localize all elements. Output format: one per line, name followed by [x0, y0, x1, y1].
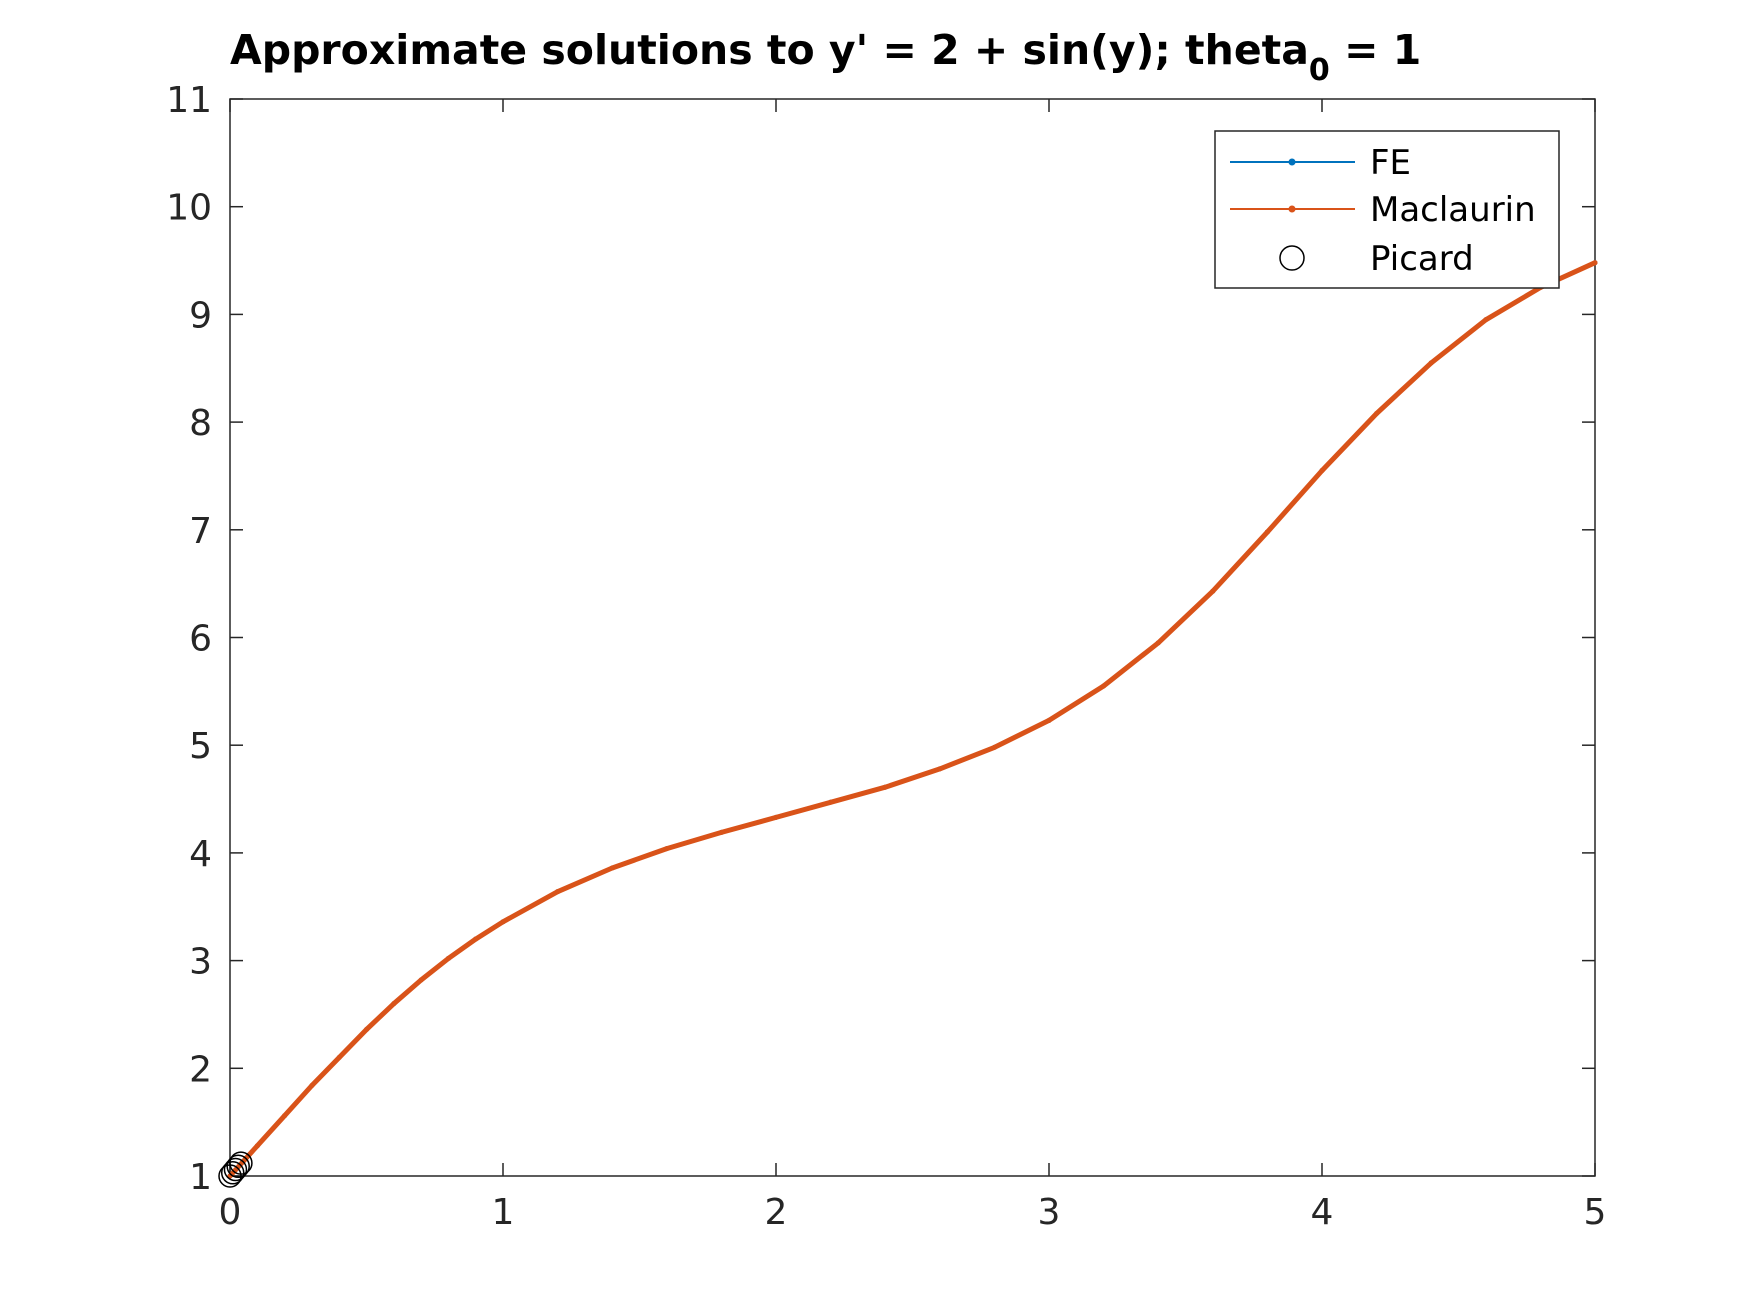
legend-marker-fe [1288, 158, 1296, 166]
picard-point-2 [223, 1157, 248, 1182]
x-tick-label-4: 4 [1311, 1192, 1334, 1233]
legend-entry-maclaurin: Maclaurin [1230, 190, 1536, 230]
point-maclaurin-26 [1374, 410, 1380, 416]
legend-label-picard: Picard [1370, 239, 1474, 279]
x-tick-label-2: 2 [765, 1192, 788, 1233]
point-maclaurin-28 [1483, 317, 1489, 323]
point-maclaurin-9 [473, 936, 479, 942]
y-tick-label-7: 8 [189, 403, 212, 444]
point-maclaurin-13 [664, 846, 670, 852]
y-tick-label-9: 10 [166, 188, 212, 229]
point-maclaurin-10 [500, 919, 506, 925]
picard-point-3 [226, 1154, 250, 1179]
series-maclaurin [227, 260, 1598, 1179]
chart-title-suffix: = 1 [1330, 26, 1421, 74]
point-maclaurin-7 [418, 977, 424, 983]
x-tick-label-5: 5 [1584, 1192, 1607, 1233]
point-maclaurin-12 [609, 865, 615, 871]
y-tick-label-4: 5 [189, 726, 212, 767]
point-maclaurin-27 [1428, 360, 1434, 366]
point-maclaurin-8 [445, 955, 451, 961]
point-maclaurin-16 [828, 799, 834, 805]
point-maclaurin-1 [254, 1143, 260, 1149]
legend-label-fe: FE [1370, 143, 1411, 183]
point-maclaurin-18 [937, 766, 943, 772]
y-tick-label-0: 1 [189, 1157, 212, 1198]
y-tick-label-8: 9 [189, 295, 212, 336]
point-maclaurin-19 [991, 744, 997, 750]
point-maclaurin-21 [1101, 683, 1107, 689]
point-maclaurin-30 [1592, 260, 1598, 266]
point-maclaurin-4 [336, 1055, 342, 1061]
picard-point-4 [229, 1151, 253, 1175]
legend-label-maclaurin: Maclaurin [1370, 190, 1536, 230]
point-maclaurin-11 [555, 889, 561, 895]
point-maclaurin-20 [1046, 717, 1052, 723]
point-maclaurin-25 [1319, 468, 1325, 474]
series-layer [218, 260, 1598, 1188]
series-picard [218, 1151, 253, 1188]
picard-point-1 [220, 1161, 245, 1185]
y-tick-label-3: 4 [189, 834, 212, 875]
y-tick-label-6: 7 [189, 511, 212, 552]
y-tick-label-5: 6 [189, 619, 212, 660]
point-maclaurin-22 [1155, 640, 1161, 646]
legend-entries: FE Maclaurin Picard [1230, 143, 1536, 279]
x-tick-label-1: 1 [492, 1192, 515, 1233]
point-maclaurin-17 [882, 784, 888, 790]
point-maclaurin-5 [364, 1027, 369, 1033]
point-maclaurin-6 [391, 1001, 397, 1007]
x-tick-label-0: 0 [219, 1192, 242, 1233]
chart-title-subscript: 0 [1309, 53, 1330, 88]
point-maclaurin-23 [1210, 588, 1216, 594]
legend-marker-picard [1279, 245, 1305, 271]
axis-ticks [229, 98, 1596, 1177]
point-maclaurin-14 [718, 829, 724, 835]
point-maclaurin-2 [282, 1113, 288, 1119]
y-tick-label-10: 11 [166, 80, 212, 121]
point-maclaurin-15 [773, 814, 779, 820]
legend: FE Maclaurin Picard [1214, 130, 1560, 289]
y-tick-label-1: 2 [189, 1049, 212, 1090]
legend-marker-maclaurin [1288, 205, 1296, 213]
chart-title: Approximate solutions to y' = 2 + sin(y)… [230, 26, 1421, 88]
chart-title-main: Approximate solutions to y' = 2 + sin(y)… [230, 26, 1309, 74]
legend-entry-fe: FE [1230, 143, 1411, 183]
legend-entry-picard: Picard [1279, 239, 1474, 279]
point-maclaurin-24 [1264, 529, 1270, 535]
x-tick-label-3: 3 [1038, 1192, 1061, 1233]
y-tick-label-2: 3 [189, 942, 212, 983]
point-maclaurin-3 [309, 1083, 315, 1089]
